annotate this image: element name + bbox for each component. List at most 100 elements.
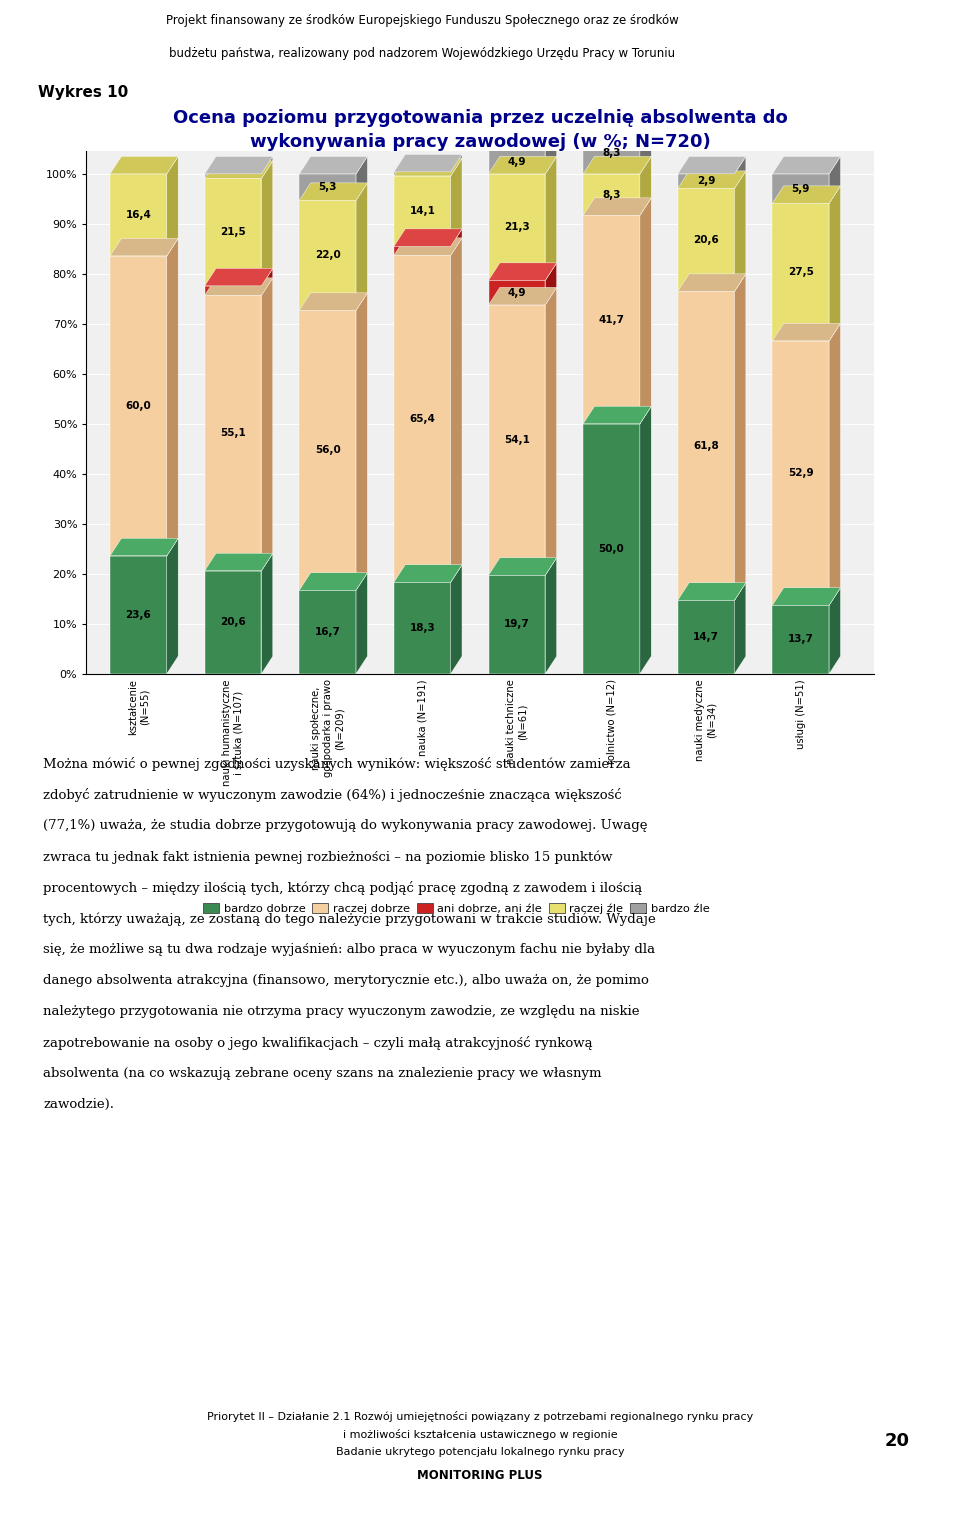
Polygon shape [734,156,746,188]
Polygon shape [678,156,746,174]
Polygon shape [300,183,368,200]
Polygon shape [640,156,651,215]
Polygon shape [489,263,557,280]
Text: (77,1%) uważa, że studia dobrze przygotowują do wykonywania pracy zawodowej. Uwa: (77,1%) uważa, że studia dobrze przygoto… [43,819,648,833]
Polygon shape [829,324,841,606]
Polygon shape [489,557,557,575]
Text: 14,7: 14,7 [693,631,719,642]
Polygon shape [167,156,179,256]
Polygon shape [678,274,746,291]
Polygon shape [110,156,179,174]
Polygon shape [356,183,368,310]
Text: Wykres 10: Wykres 10 [38,85,129,100]
Text: 4,9: 4,9 [508,288,526,298]
Text: się, że możliwe są tu dwa rodzaje wyjaśnień: albo praca w wyuczonym fachu nie by: się, że możliwe są tu dwa rodzaje wyjaśn… [43,943,656,957]
Polygon shape [167,539,179,674]
Text: 60,0: 60,0 [126,401,152,410]
Polygon shape [300,292,368,310]
Polygon shape [204,571,261,674]
Polygon shape [583,132,640,174]
Polygon shape [204,553,273,571]
Polygon shape [545,156,557,280]
Polygon shape [450,159,462,247]
Polygon shape [261,160,273,286]
Text: 16,7: 16,7 [315,627,341,637]
Polygon shape [110,174,167,256]
Text: 13,7: 13,7 [788,634,814,645]
Polygon shape [394,583,450,674]
Text: 52,9: 52,9 [788,468,813,478]
Polygon shape [583,174,640,215]
Text: Można mówić o pewnej zgodności uzyskanych wyników: większość studentów zamierza: Można mówić o pewnej zgodności uzyskanyc… [43,757,631,771]
Text: 41,7: 41,7 [598,315,625,324]
Polygon shape [450,154,462,176]
Polygon shape [678,171,746,188]
Polygon shape [773,587,841,606]
Polygon shape [489,150,545,174]
Polygon shape [110,256,167,556]
Text: 4,9: 4,9 [508,156,526,167]
Text: 20,6: 20,6 [693,235,719,245]
Text: 65,4: 65,4 [409,413,435,424]
Polygon shape [204,295,261,571]
Polygon shape [773,341,829,606]
Polygon shape [829,587,841,674]
Polygon shape [489,304,545,575]
Polygon shape [261,268,273,295]
Text: tych, którzy uważają, ze zostaną do tego należycie przygotowani w trakcie studió: tych, którzy uważają, ze zostaną do tego… [43,911,656,925]
Polygon shape [545,263,557,304]
Text: 16,4: 16,4 [126,210,152,220]
Polygon shape [583,156,651,174]
Polygon shape [110,539,179,556]
Text: 56,0: 56,0 [315,445,341,456]
Text: 8,3: 8,3 [602,148,621,157]
Text: 18,3: 18,3 [409,622,435,633]
Polygon shape [300,310,356,590]
Polygon shape [545,557,557,674]
Text: 54,1: 54,1 [504,435,530,445]
Polygon shape [450,238,462,583]
Polygon shape [204,179,261,286]
Polygon shape [583,115,651,132]
Text: Ocena poziomu przygotowania przez uczelnię absolwenta do: Ocena poziomu przygotowania przez uczeln… [173,109,787,127]
Polygon shape [640,406,651,674]
Polygon shape [394,229,462,247]
Polygon shape [204,160,273,179]
Polygon shape [678,188,734,291]
Polygon shape [394,154,462,173]
Polygon shape [489,156,557,174]
Text: procentowych – między ilością tych, którzy chcą podjąć pracę zgodną z zawodem i : procentowych – między ilością tych, któr… [43,881,642,895]
Polygon shape [678,583,746,600]
Polygon shape [773,186,841,203]
Polygon shape [204,268,273,286]
Polygon shape [734,274,746,600]
Polygon shape [678,174,734,188]
Polygon shape [773,174,829,203]
Text: zdobyć zatrudnienie w wyuczonym zawodzie (64%) i jednocześnie znacząca większość: zdobyć zatrudnienie w wyuczonym zawodzie… [43,787,622,802]
Polygon shape [678,600,734,674]
Polygon shape [204,286,261,295]
Text: Priorytet II – Działanie 2.1 Rozwój umiejętności powiązany z potrzebami regional: Priorytet II – Działanie 2.1 Rozwój umie… [206,1411,754,1422]
Text: 61,8: 61,8 [693,441,719,451]
Polygon shape [356,156,368,200]
Polygon shape [261,279,273,571]
Text: i możliwości kształcenia ustawicznego w regionie: i możliwości kształcenia ustawicznego w … [343,1429,617,1440]
Polygon shape [394,238,462,256]
Polygon shape [489,288,557,304]
Polygon shape [734,583,746,674]
Polygon shape [300,156,368,174]
Polygon shape [829,186,841,341]
Polygon shape [300,200,356,310]
Text: Badanie ukrytego potencjału lokalnego rynku pracy: Badanie ukrytego potencjału lokalnego ry… [336,1447,624,1458]
Polygon shape [773,156,841,174]
Legend: bardzo dobrze, raczej dobrze, ani dobrze, ani źle, raczej źle, bardzo źle: bardzo dobrze, raczej dobrze, ani dobrze… [199,899,714,919]
Text: 14,1: 14,1 [409,206,435,217]
Polygon shape [394,565,462,583]
Polygon shape [261,553,273,674]
Text: 50,0: 50,0 [599,544,624,554]
Text: 23,6: 23,6 [126,610,152,619]
Polygon shape [167,238,179,556]
Polygon shape [394,247,450,256]
Polygon shape [489,575,545,674]
Polygon shape [394,256,450,583]
